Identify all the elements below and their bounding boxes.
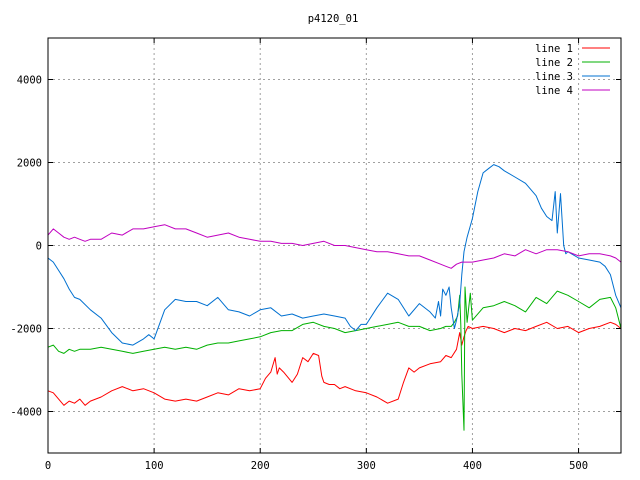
- legend-label: line 4: [535, 85, 573, 97]
- x-tick-label: 400: [463, 460, 482, 472]
- legend-label: line 1: [535, 43, 573, 55]
- y-tick-label: 0: [36, 241, 42, 253]
- series-line-3: [47, 164, 622, 346]
- x-tick-label: 100: [145, 460, 164, 472]
- series-line-4: [47, 224, 622, 269]
- x-tick-label: 500: [569, 460, 588, 472]
- chart-title: p4120_01: [308, 13, 359, 25]
- y-tick-label: -2000: [10, 324, 42, 336]
- legend-label: line 2: [535, 57, 573, 69]
- legend-label: line 3: [535, 71, 573, 83]
- series-line-1: [47, 321, 622, 406]
- axis-ticks: 0 100 200 300 400 500 -4000 -2000 0 2000 4000: [10, 38, 621, 472]
- grid: [48, 38, 621, 453]
- x-tick-label: 300: [357, 460, 376, 472]
- y-tick-label: -4000: [10, 407, 42, 419]
- x-tick-label: 200: [251, 460, 270, 472]
- y-tick-label: 2000: [17, 158, 42, 170]
- y-tick-label: 4000: [17, 75, 42, 87]
- series-line-2: [47, 286, 622, 431]
- legend: line 1 line 2 line 3 line 4: [535, 43, 610, 97]
- plot-lines: [47, 164, 622, 431]
- x-tick-label: 0: [45, 460, 51, 472]
